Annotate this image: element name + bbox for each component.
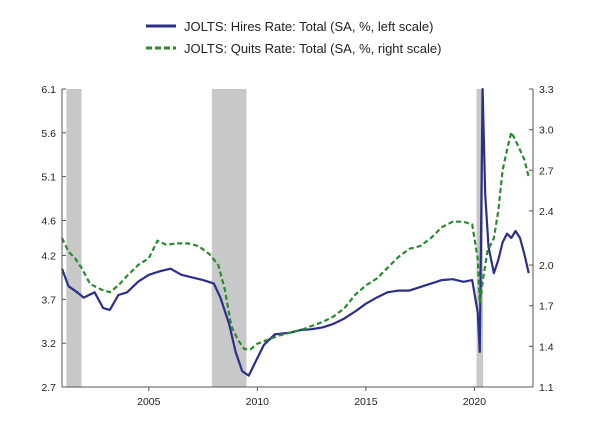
left-tick-label-7: 6.1 [41,84,56,96]
left-tick-label-5: 5.1 [41,172,56,184]
axes: 2.7 3.2 3.7 4.2 4.6 5.1 5.6 6.1 1.1 1.4 1.7 2.0 2.4 2… [41,84,553,408]
series-line-1 [61,131,530,351]
right-tick-label-0: 1.1 [539,382,554,394]
recession-band-2 [476,89,484,387]
legend-label-0: JOLTS: Hires Rate: Total (SA, %, left sc… [184,19,434,34]
right-tick-label-2: 1.7 [539,301,554,313]
recession-band-0 [66,89,82,387]
x-tick-label-0: 2005 [137,396,161,408]
right-tick-label-1: 1.4 [539,341,554,353]
left-tick-label-0: 2.7 [41,382,56,394]
right-tick-label-3: 2.0 [539,260,554,272]
left-tick-label-1: 3.2 [41,338,56,350]
left-tick-label-2: 3.7 [41,294,56,306]
left-tick-label-6: 5.6 [41,128,56,140]
x-tick-label-1: 2010 [246,396,270,408]
recession-band-1 [211,89,247,387]
right-tick-label-6: 3.0 [539,125,554,137]
series-line-0 [60,87,530,377]
recession-shading [66,89,484,387]
right-tick-label-7: 3.3 [539,84,554,96]
series-lines [60,87,530,377]
legend: JOLTS: Hires Rate: Total (SA, %, left sc… [146,19,441,56]
right-tick-label-5: 2.7 [539,165,554,177]
right-tick-label-4: 2.4 [539,206,554,218]
legend-label-1: JOLTS: Quits Rate: Total (SA, %, right s… [184,41,441,56]
x-tick-label-2: 2015 [354,396,378,408]
x-tick-label-3: 2020 [463,396,487,408]
left-tick-label-4: 4.6 [41,215,56,227]
left-tick-label-3: 4.2 [41,251,56,263]
